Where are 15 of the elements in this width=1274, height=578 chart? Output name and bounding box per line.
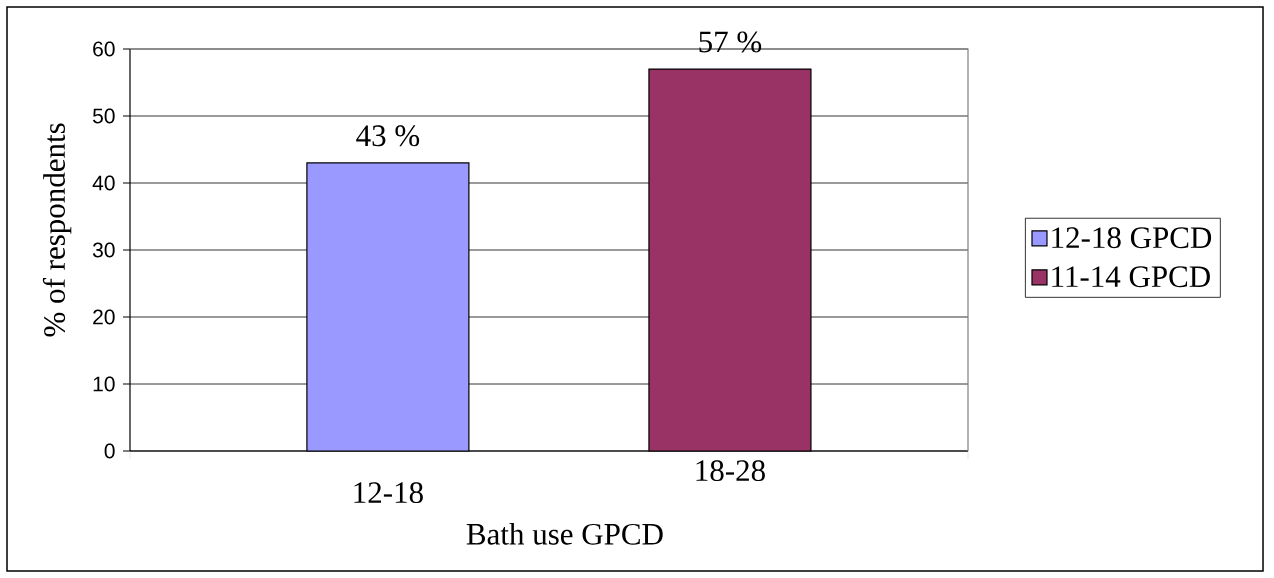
- y-tick-label: 50: [92, 108, 115, 124]
- y-tick-label: 20: [93, 309, 115, 325]
- y-tick-label: 30: [92, 242, 115, 258]
- y-tick-label: 40: [92, 175, 115, 191]
- y-axis-title: % of respondents: [42, 123, 72, 337]
- x-tick-label: 12-18: [354, 482, 423, 504]
- x-tick-label: 18-28: [696, 460, 765, 482]
- legend-label: 12-18 GPCD: [1052, 227, 1212, 249]
- legend-label: 11-14 GPCD: [1052, 266, 1210, 288]
- data-label: 57 %: [699, 31, 762, 53]
- y-tick-label: 10: [93, 376, 115, 392]
- data-label: 43 %: [356, 125, 420, 147]
- x-axis-title: Bath use GPCD: [466, 522, 663, 545]
- y-tick-label: 0: [104, 443, 115, 459]
- y-tick-label: 60: [93, 41, 115, 57]
